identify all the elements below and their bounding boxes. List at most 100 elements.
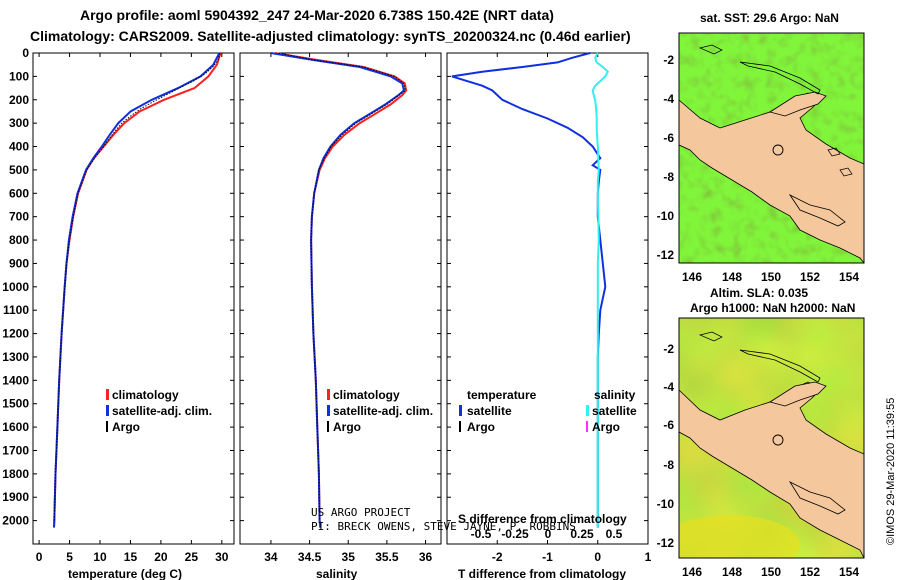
sla-high-region: [679, 515, 800, 558]
lat-tick: -12: [657, 248, 675, 262]
salinity-plot: 34 34.5 35 35.5 36: [264, 52, 433, 564]
legend-temperature-title: temperature: [467, 388, 537, 402]
series-argo: [278, 52, 406, 521]
x-tick-label: 20: [154, 550, 168, 564]
depth-tick-label: 700: [9, 210, 29, 224]
sla-map: [679, 318, 864, 558]
depth-tick-label: 1900: [2, 490, 29, 504]
legend-climatology: climatology: [112, 388, 179, 402]
sst-map-frame: [678, 32, 865, 264]
legend-argo: Argo: [112, 420, 140, 434]
lat-tick: -6: [663, 131, 674, 145]
depth-tick-label: 400: [9, 140, 29, 154]
lon-tick: 150: [761, 565, 781, 579]
depth-tick-label: 1300: [2, 350, 29, 364]
lat-tick: -8: [663, 170, 674, 184]
legend-swatch-climatology: [327, 389, 330, 400]
difference-plot: -2 -1 0 1: [451, 52, 652, 564]
s-tick: 0: [545, 527, 552, 541]
legend-swatch-s-argo: [586, 421, 588, 432]
sla-map-axes: -2 -4 -6 -8 -10 -12 146 148 150 152 154: [657, 342, 860, 579]
legend-satellite: satellite-adj. clim.: [112, 404, 212, 418]
depth-tick-label: 1500: [2, 397, 29, 411]
legend-swatch-satellite: [327, 405, 330, 416]
depth-tick-label: 1100: [3, 303, 29, 317]
new-britain-land: [769, 91, 827, 117]
series-temperature-satellite: [451, 52, 607, 528]
x-tick-label: 0: [594, 550, 601, 564]
x-tick-label: 10: [93, 550, 107, 564]
depth-tick-label: 1200: [2, 327, 29, 341]
x-tick-label: 30: [215, 550, 229, 564]
legend-t-satellite: satellite: [467, 404, 512, 418]
depth-tick-label: 600: [9, 186, 29, 200]
legend-swatch-argo: [106, 421, 108, 432]
new-britain-land: [769, 381, 827, 407]
salinity-xlabel: salinity: [316, 567, 358, 580]
x-tick-label: 34.5: [298, 550, 322, 564]
legend-salinity-title: salinity: [594, 388, 636, 402]
island-land: [788, 193, 846, 227]
lon-tick: 154: [839, 565, 859, 579]
x-tick-label: 35: [342, 550, 356, 564]
depth-tick-label: 1700: [2, 443, 29, 457]
sst-map-title: sat. SST: 29.6 Argo: NaN: [700, 11, 839, 25]
watermark: ©IMOS 29-Mar-2020 11:39:55: [885, 398, 897, 545]
s-tick: 0.25: [570, 527, 594, 541]
small-islands: [698, 331, 723, 342]
depth-tick-label: 900: [9, 256, 29, 270]
lat-tick: -6: [663, 418, 674, 432]
lat-tick: -4: [663, 92, 674, 106]
temperature-panel-frame: [32, 52, 235, 545]
legend-swatch-s-satellite: [586, 405, 589, 416]
x-tick-label: 34: [264, 550, 278, 564]
difference-xlabel: T difference from climatology: [458, 567, 626, 580]
s-tick: -0.25: [501, 527, 529, 541]
temperature-legend: climatology satellite-adj. clim. Argo: [106, 388, 212, 434]
lon-tick: 148: [722, 270, 742, 284]
x-tick-label: 35.5: [375, 550, 399, 564]
series-climatology: [53, 52, 222, 528]
x-tick-label: 25: [185, 550, 199, 564]
depth-tick-label: 1800: [2, 467, 29, 481]
depth-tick-label: 800: [9, 233, 29, 247]
legend-s-satellite: satellite: [592, 404, 637, 418]
s-tick: 0.5: [606, 527, 623, 541]
s-difference-title: S difference from climatology: [458, 512, 627, 526]
float-location-marker: [772, 144, 784, 156]
lon-tick: 154: [839, 270, 859, 284]
legend-swatch-climatology: [106, 389, 109, 400]
legend-swatch-t-satellite: [459, 405, 462, 416]
depth-axis: 0 100 200 300 400 500 600 700 800 900 1000 1100 1200…: [2, 46, 648, 528]
lat-tick: -2: [663, 342, 674, 356]
x-tick-label: 0: [36, 550, 43, 564]
x-tick-label: 15: [124, 550, 138, 564]
series-climatology: [274, 52, 408, 528]
sla-map-frame: [678, 317, 865, 559]
depth-tick-label: 0: [22, 46, 29, 60]
depth-tick-label: 100: [9, 69, 29, 83]
legend-swatch-t-argo: [459, 421, 461, 432]
lon-tick: 152: [800, 565, 820, 579]
series-argo: [53, 52, 221, 521]
lat-tick: -10: [657, 497, 675, 511]
temperature-plot: 0 5 10 15 20 25 30: [36, 52, 229, 564]
credit-line1: US ARGO PROJECT: [311, 506, 411, 519]
x-tick-label: -2: [492, 550, 503, 564]
s-tick: -0.5: [471, 527, 492, 541]
float-location-marker: [772, 434, 784, 446]
lon-tick: 146: [682, 565, 702, 579]
depth-tick-label: 200: [9, 93, 29, 107]
depth-tick-label: 1600: [2, 420, 29, 434]
series-satellite-adj-clim-: [270, 52, 406, 528]
x-tick-label: 36: [419, 550, 433, 564]
x-tick-label: -1: [542, 550, 553, 564]
lat-tick: -2: [663, 53, 674, 67]
depth-tick-label: 1400: [2, 373, 29, 387]
depth-tick-label: 2000: [2, 514, 29, 528]
legend-swatch-satellite: [106, 405, 109, 416]
header-line1: Argo profile: aoml 5904392_247 24-Mar-20…: [80, 7, 554, 23]
small-islands: [698, 44, 853, 177]
x-tick-label: 1: [645, 550, 652, 564]
